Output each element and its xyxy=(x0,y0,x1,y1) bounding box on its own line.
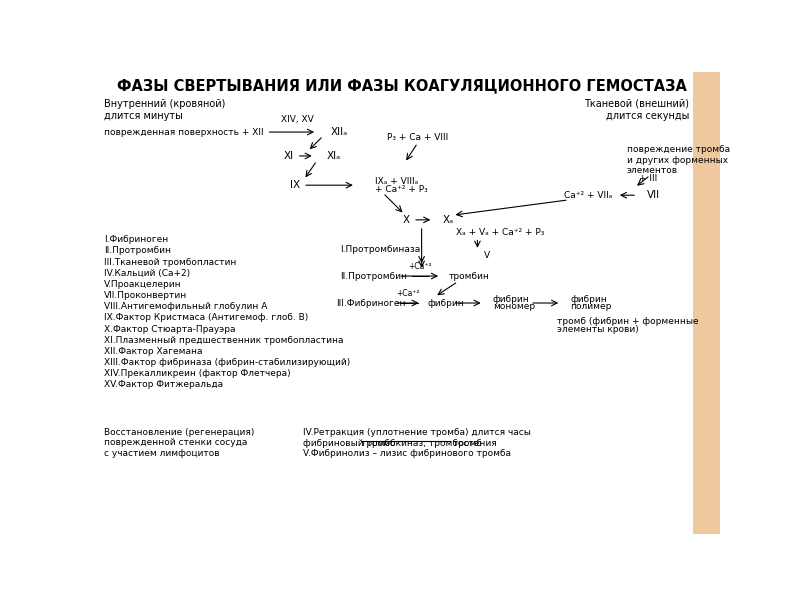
Text: + III: + III xyxy=(638,173,657,182)
Text: IV.Ретракция (уплотнение тромба) длится часы: IV.Ретракция (уплотнение тромба) длится … xyxy=(303,428,531,437)
Text: + Ca⁺² + P₃: + Ca⁺² + P₃ xyxy=(375,185,428,194)
Text: X.Фактор Стюарта-Прауэра: X.Фактор Стюарта-Прауэра xyxy=(104,325,235,334)
Text: XIV, XV: XIV, XV xyxy=(282,115,314,124)
Text: Тканевой (внешний)
длится секунды: Тканевой (внешний) длится секунды xyxy=(584,99,689,121)
Text: XII.Фактор Хагемана: XII.Фактор Хагемана xyxy=(104,347,202,356)
Text: V.Проакцелерин: V.Проакцелерин xyxy=(104,280,182,289)
Text: XIV.Прекалликреин (фактор Флетчера): XIV.Прекалликреин (фактор Флетчера) xyxy=(104,369,290,378)
Text: II.Протромбин: II.Протромбин xyxy=(340,272,407,281)
Text: IX: IX xyxy=(290,180,300,190)
Text: поврежденная поверхность + XII: поврежденная поверхность + XII xyxy=(104,128,263,137)
Text: VII: VII xyxy=(647,190,660,200)
Text: мономер: мономер xyxy=(493,302,535,311)
Text: фибрин: фибрин xyxy=(493,295,530,304)
Text: I.Протромбиназа: I.Протромбиназа xyxy=(340,245,421,254)
Text: фибриновый тромб: фибриновый тромб xyxy=(303,439,398,448)
Text: V.Фибринолиз – лизис фибринового тромба: V.Фибринолиз – лизис фибринового тромба xyxy=(303,449,511,458)
Text: фибрин: фибрин xyxy=(570,295,607,304)
Text: фибрин: фибрин xyxy=(427,298,464,307)
Text: IXₐ + VIIIₐ: IXₐ + VIIIₐ xyxy=(375,177,418,186)
Text: XV.Фактор Фитжеральда: XV.Фактор Фитжеральда xyxy=(104,380,223,389)
Text: I.Фибриноген: I.Фибриноген xyxy=(104,235,168,244)
Text: тромб (фибрин + форменные: тромб (фибрин + форменные xyxy=(558,317,699,326)
Text: Xₐ: Xₐ xyxy=(442,215,454,225)
Text: XI: XI xyxy=(284,151,294,161)
Text: +Ca⁺²: +Ca⁺² xyxy=(408,262,432,271)
Text: III.Тканевой тромбопластин: III.Тканевой тромбопластин xyxy=(104,257,236,266)
Text: Ca⁺² + VIIₐ: Ca⁺² + VIIₐ xyxy=(564,191,613,200)
Text: тромб: тромб xyxy=(450,439,482,448)
Text: ФАЗЫ СВЕРТЫВАНИЯ ИЛИ ФАЗЫ КОАГУЛЯЦИОННОГО ГЕМОСТАЗА: ФАЗЫ СВЕРТЫВАНИЯ ИЛИ ФАЗЫ КОАГУЛЯЦИОННОГ… xyxy=(118,79,687,94)
Text: тромбин: тромбин xyxy=(449,272,490,281)
Text: тромбокиназ, тромбостения: тромбокиназ, тромбостения xyxy=(361,439,497,448)
Text: XIₐ: XIₐ xyxy=(327,151,342,161)
Text: повреждение тромба
и других форменных
элементов: повреждение тромба и других форменных эл… xyxy=(627,145,730,175)
Text: II.Протромбин: II.Протромбин xyxy=(104,247,171,256)
Text: XIIₐ: XIIₐ xyxy=(331,127,348,137)
Text: IX.Фактор Кристмаса (Антигемоф. глоб. В): IX.Фактор Кристмаса (Антигемоф. глоб. В) xyxy=(104,313,308,322)
Text: P₃ + Ca + VIII: P₃ + Ca + VIII xyxy=(387,133,448,142)
Text: Внутренний (кровяной)
длится минуты: Внутренний (кровяной) длится минуты xyxy=(104,99,226,121)
Text: XI.Плазменный предшественник тромбопластина: XI.Плазменный предшественник тромбопласт… xyxy=(104,336,343,345)
Text: XIII.Фактор фибриназа (фибрин-стабилизирующий): XIII.Фактор фибриназа (фибрин-стабилизир… xyxy=(104,358,350,367)
Text: Xₐ + Vₐ + Ca⁺² + P₃: Xₐ + Vₐ + Ca⁺² + P₃ xyxy=(457,227,545,236)
Text: VII.Проконвертин: VII.Проконвертин xyxy=(104,291,187,300)
Text: V: V xyxy=(484,251,490,260)
Text: VIII.Антигемофильный глобулин А: VIII.Антигемофильный глобулин А xyxy=(104,302,267,311)
Text: Восстановление (регенерация)
поврежденной стенки сосуда
с участием лимфоцитов: Восстановление (регенерация) поврежденно… xyxy=(104,428,254,458)
Text: +Ca⁺²: +Ca⁺² xyxy=(397,289,420,298)
Text: III.Фибриноген: III.Фибриноген xyxy=(336,298,406,307)
Text: IV.Кальций (Ca+2): IV.Кальций (Ca+2) xyxy=(104,269,190,278)
Text: элементы крови): элементы крови) xyxy=(558,325,639,334)
Text: X: X xyxy=(403,215,410,225)
Text: полимер: полимер xyxy=(570,302,612,311)
Bar xyxy=(693,72,720,534)
